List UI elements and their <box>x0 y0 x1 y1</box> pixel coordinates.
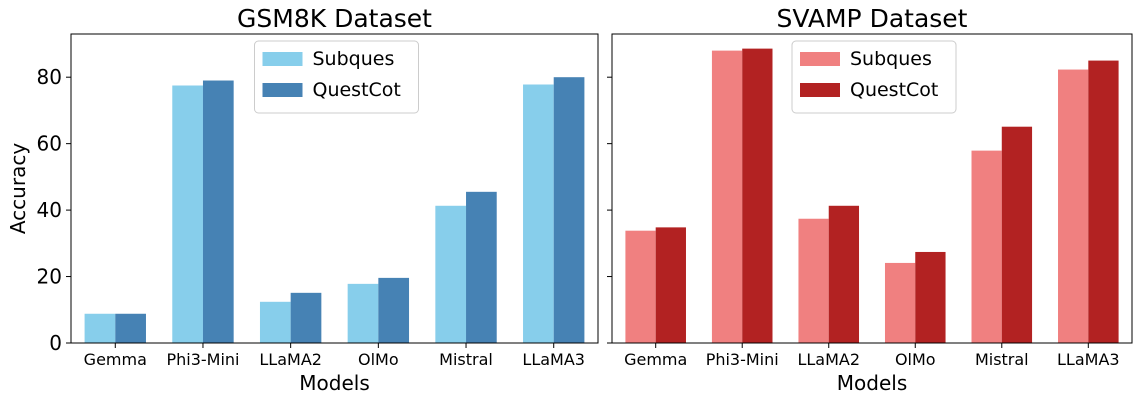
legend-swatch-questcot <box>800 83 840 97</box>
chart-title: GSM8K Dataset <box>237 4 432 33</box>
bar-subques-phi3-mini <box>172 85 203 343</box>
bar-questcot-olmo <box>378 277 410 343</box>
y-tick-label: 40 <box>37 198 62 222</box>
x-tick-label: LLaMA3 <box>1057 350 1120 369</box>
bar-subques-llama3 <box>1058 69 1089 344</box>
bar-subques-llama2 <box>798 218 829 343</box>
bar-questcot-mistral <box>466 191 497 343</box>
y-tick-label: 20 <box>37 265 62 289</box>
legend-label-questcot: QuestCot <box>313 79 401 101</box>
panel-gsm8k: GSM8K Dataset 0 20 40 60 80 Gemma Phi3-Mini LLaM… <box>6 4 599 395</box>
x-tick-label: Gemma <box>624 350 687 369</box>
legend-swatch-questcot <box>262 83 303 97</box>
bar-questcot-gemma <box>655 227 686 343</box>
bar-questcot-olmo <box>915 251 946 343</box>
x-tick-label: OlMo <box>895 350 936 369</box>
x-axis-label: Models <box>299 371 369 395</box>
bar-questcot-phi3-mini <box>742 48 773 343</box>
bar-subques-gemma <box>625 230 656 343</box>
legend: Subques QuestCot <box>791 40 957 114</box>
bar-questcot-llama3 <box>553 77 585 344</box>
bar-subques-phi3-mini <box>711 50 743 343</box>
bar-subques-llama2 <box>259 301 291 343</box>
chart-title: SVAMP Dataset <box>777 4 968 33</box>
bar-questcot-gemma <box>115 313 146 343</box>
bar-subques-mistral <box>971 150 1002 343</box>
x-tick-label: LLaMA3 <box>522 350 585 369</box>
bar-questcot-llama2 <box>290 292 322 343</box>
x-tick-label: LLaMA2 <box>259 350 322 369</box>
plot-frame <box>611 33 1133 344</box>
x-tick-label: Mistral <box>439 350 493 369</box>
x-axis-label: Models <box>837 371 907 395</box>
plot-frame <box>70 33 599 344</box>
bar-questcot-phi3-mini <box>202 80 234 344</box>
bar-subques-llama3 <box>523 84 554 343</box>
x-tick-label: OlMo <box>358 350 399 369</box>
legend-swatch-subques <box>262 52 303 66</box>
x-tick-label: LLaMA2 <box>797 350 860 369</box>
bar-subques-olmo <box>884 262 916 343</box>
bar-subques-olmo <box>347 283 379 343</box>
bar-questcot-llama3 <box>1088 60 1119 343</box>
y-axis-label: Accuracy <box>6 143 30 234</box>
bar-subques-gemma <box>84 313 116 343</box>
legend: Subques QuestCot <box>254 40 419 114</box>
legend-label-questcot: QuestCot <box>850 79 938 101</box>
x-tick-label: Mistral <box>975 350 1029 369</box>
y-tick-label: 60 <box>37 132 62 156</box>
legend-swatch-subques <box>800 52 840 66</box>
y-tick-label: 80 <box>37 65 62 89</box>
legend-label-subques: Subques <box>850 48 932 70</box>
x-tick-label: Phi3-Mini <box>706 350 779 369</box>
legend-label-subques: Subques <box>313 48 395 70</box>
bar-subques-mistral <box>435 205 467 343</box>
bar-questcot-llama2 <box>828 205 860 343</box>
x-tick-label: Phi3-Mini <box>166 350 239 369</box>
x-tick-label: Gemma <box>84 350 147 369</box>
y-tick-label: 0 <box>49 331 62 355</box>
panel-svamp: SVAMP Dataset Gemma Phi3-Mini LLaMA2 OlMo Mis… <box>607 4 1133 395</box>
bar-questcot-mistral <box>1001 126 1033 343</box>
